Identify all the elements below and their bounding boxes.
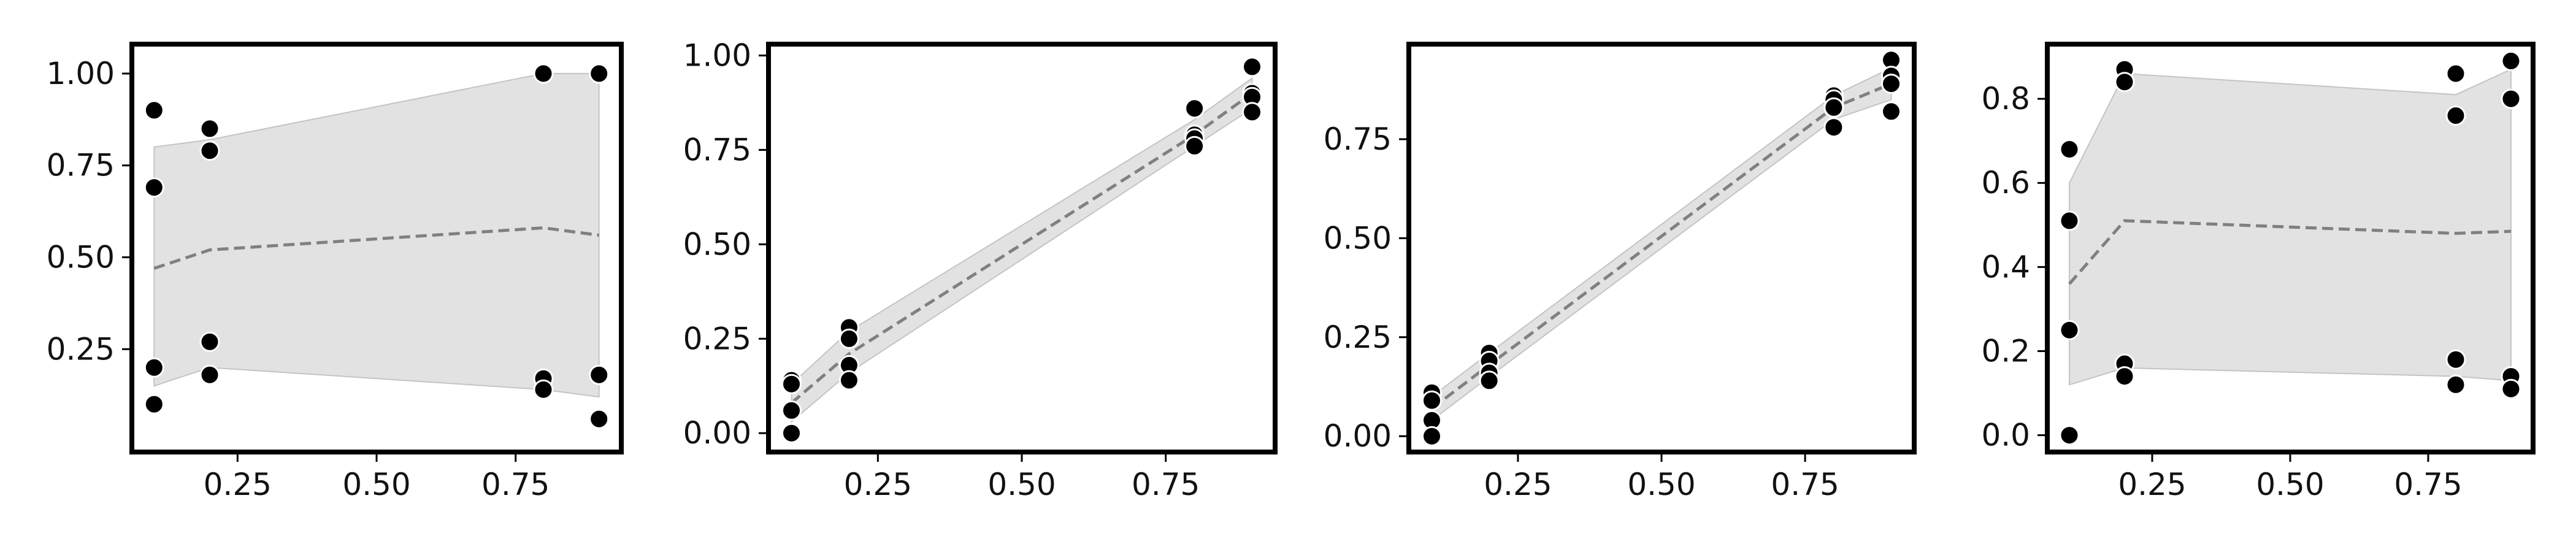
chart-panel-2: 0.25 0.50 0.75 0.00 0.25 0.50 0.75 1.00	[683, 37, 1278, 502]
y-tick-label: 1.00	[47, 56, 115, 91]
y-tick-label: 0.00	[1324, 418, 1392, 454]
y-tick-label: 0.75	[683, 132, 751, 167]
data-point	[1242, 56, 1262, 77]
data-point	[838, 328, 859, 349]
y-tick-label: 0.8	[1981, 81, 2030, 117]
data-point	[2501, 378, 2521, 399]
data-point	[781, 423, 802, 443]
data-point	[1823, 117, 1844, 138]
y-tick-label: 0.25	[47, 331, 115, 367]
chart-panel-1: 0.25 0.50 0.75 0.25 0.50 0.75 1.00	[47, 42, 624, 502]
data-point	[2445, 63, 2466, 84]
data-point	[199, 140, 220, 161]
data-point	[2059, 320, 2080, 340]
x-tick-label: 0.75	[1132, 467, 1200, 502]
y-tick-label: 0.4	[1981, 249, 2030, 285]
confidence-band	[791, 77, 1253, 423]
y-tick-label: 0.50	[1324, 220, 1392, 256]
data-point	[2445, 374, 2466, 395]
x-tick-label: 0.50	[2256, 467, 2324, 502]
data-point	[199, 364, 220, 385]
data-point	[199, 118, 220, 139]
data-point	[144, 394, 164, 415]
mean-line	[153, 226, 600, 270]
x-tick-label: 0.50	[1627, 467, 1695, 502]
y-tick-label: 0.75	[47, 148, 115, 183]
data-point	[2059, 425, 2080, 446]
data-point	[144, 357, 164, 378]
data-point	[533, 63, 554, 84]
data-point	[781, 374, 802, 394]
y-tick-label: 0.2	[1981, 333, 2030, 369]
data-point	[2059, 210, 2080, 231]
data-point	[781, 400, 802, 421]
mean-line	[1430, 82, 1892, 410]
data-point	[144, 100, 164, 121]
x-tick-label: 0.75	[1771, 467, 1839, 502]
data-point	[2059, 139, 2080, 159]
data-point	[838, 370, 859, 391]
chart-panel-4: 0.25 0.50 0.75 0.0 0.2 0.4 0.6 0.8	[1981, 42, 2536, 502]
x-tick-label: 0.75	[481, 467, 550, 502]
x-tick-label: 0.50	[342, 467, 410, 502]
y-tick-label: 0.75	[1324, 121, 1392, 157]
data-point	[2445, 105, 2466, 126]
data-point	[2114, 72, 2135, 93]
y-tick-label: 0.6	[1981, 165, 2030, 201]
data-point	[589, 63, 610, 84]
data-point	[2445, 349, 2466, 370]
y-tick-label: 0.00	[683, 415, 751, 451]
chart-panel-3: 0.25 0.50 0.75 0.00 0.25 0.50 0.75	[1324, 42, 1917, 502]
y-tick-label: 0.0	[1981, 418, 2030, 453]
data-point	[589, 364, 610, 385]
data-point	[1184, 98, 1205, 119]
data-point	[1242, 102, 1262, 123]
data-point	[1184, 136, 1205, 156]
x-tick-label: 0.25	[844, 467, 912, 502]
data-point	[2114, 366, 2135, 387]
y-tick-label: 0.25	[1324, 320, 1392, 355]
data-point	[589, 408, 610, 429]
x-tick-label: 0.50	[987, 467, 1056, 502]
data-point	[1823, 97, 1844, 118]
data-point	[1881, 101, 1901, 122]
data-point	[199, 331, 220, 352]
x-tick-label: 0.25	[204, 467, 272, 502]
confidence-band	[153, 72, 600, 398]
data-point	[1881, 74, 1901, 94]
data-point	[2501, 50, 2521, 71]
y-tick-label: 0.25	[683, 321, 751, 356]
y-tick-label: 0.50	[683, 226, 751, 262]
data-point	[1422, 390, 1442, 411]
data-point	[533, 379, 554, 400]
x-tick-label: 0.25	[1484, 467, 1552, 502]
data-point	[1422, 426, 1442, 447]
mean-line	[790, 91, 1253, 404]
y-tick-label: 1.00	[683, 37, 751, 73]
data-point	[2501, 88, 2521, 109]
data-point	[144, 177, 164, 198]
x-tick-label: 0.25	[2118, 467, 2186, 502]
data-point	[1479, 370, 1500, 391]
y-tick-label: 0.50	[47, 239, 115, 275]
mean-line	[2068, 219, 2512, 285]
confidence-band	[1431, 67, 1892, 422]
x-tick-label: 0.75	[2394, 467, 2462, 502]
